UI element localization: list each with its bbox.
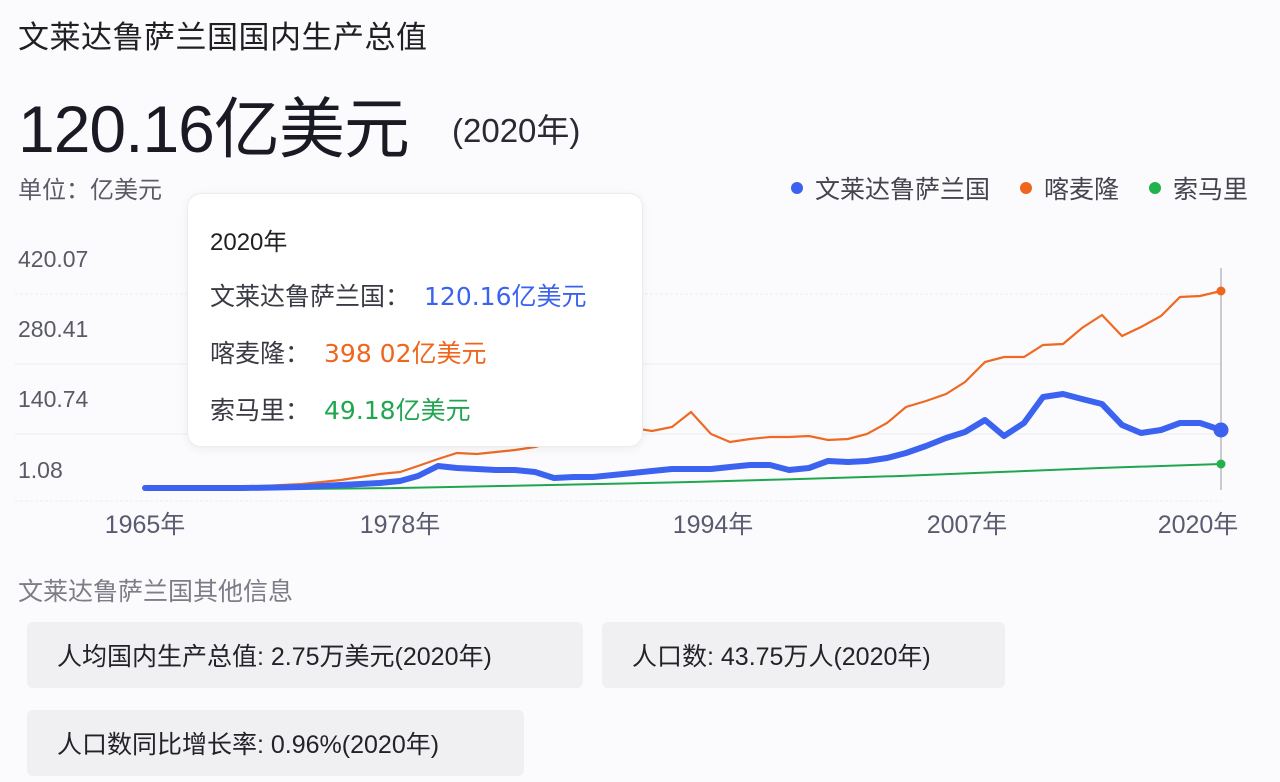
legend-item-cameroon[interactable]: 喀麦隆 — [1019, 170, 1119, 206]
page-title: 文莱达鲁萨兰国国内生产总值 — [18, 20, 428, 56]
tooltip-year: 2020年 — [210, 229, 288, 256]
y-tick-label: 420.07 — [18, 246, 89, 272]
tooltip-row-brunei: 文莱达鲁萨兰国： 120.16亿美元 — [210, 277, 620, 313]
gdp-year: (2020年) — [452, 112, 581, 149]
series-brunei-line — [142, 391, 1224, 491]
chart-legend: 文莱达鲁萨兰国 喀麦隆 索马里 — [790, 170, 1248, 206]
unit-label: 单位：亿美元 — [18, 176, 162, 204]
x-tick-label: 2020年 — [1157, 511, 1239, 539]
highlight-point-brunei — [1213, 422, 1229, 438]
info-card-text: 人口数同比增长率: 0.96%(2020年) — [57, 731, 440, 759]
tooltip-value: 120.16亿美元 — [424, 282, 587, 311]
tooltip-key: 索马里： — [210, 396, 311, 425]
other-info-title: 文莱达鲁萨兰国其他信息 — [18, 577, 294, 606]
y-tick-label: 280.41 — [18, 316, 89, 342]
legend-label: 喀麦隆 — [1043, 175, 1119, 204]
info-card-population-growth[interactable]: 人口数同比增长率: 0.96%(2020年) — [27, 710, 524, 776]
info-card-population[interactable]: 人口数: 43.75万人(2020年) — [602, 622, 1005, 688]
legend-label: 文莱达鲁萨兰国 — [814, 175, 990, 204]
legend-item-brunei[interactable]: 文莱达鲁萨兰国 — [790, 170, 990, 206]
highlight-point-somalia — [1216, 459, 1226, 469]
series-somalia-line — [145, 463, 1222, 490]
info-card-text: 人均国内生产总值: 2.75万美元(2020年) — [57, 643, 492, 671]
info-card-text: 人口数: 43.75万人(2020年) — [632, 643, 931, 671]
legend-item-somalia[interactable]: 索马里 — [1148, 170, 1248, 206]
gdp-value: 120.16亿美元 — [18, 92, 410, 166]
legend-dot-icon — [1148, 182, 1161, 194]
tooltip-value: 398 02亿美元 — [324, 339, 487, 368]
legend-label: 索马里 — [1172, 175, 1248, 204]
tooltip-key: 喀麦隆： — [210, 339, 311, 368]
x-tick-label: 1978年 — [359, 511, 441, 539]
x-tick-label: 1965年 — [104, 511, 186, 539]
highlight-point-cameroon — [1216, 286, 1226, 296]
tooltip-key: 文莱达鲁萨兰国： — [210, 282, 411, 311]
legend-dot-icon — [790, 182, 803, 194]
legend-dot-icon — [1019, 182, 1032, 194]
y-tick-label: 140.74 — [18, 386, 89, 412]
chart-tooltip: 2020年 文莱达鲁萨兰国： 120.16亿美元 喀麦隆： 398 02亿美元 … — [187, 193, 643, 447]
y-tick-label: 1.08 — [18, 457, 63, 483]
tooltip-row-somalia: 索马里： 49.18亿美元 — [210, 391, 620, 427]
series-cameroon-line — [144, 289, 1222, 490]
info-card-gdp-per-capita[interactable]: 人均国内生产总值: 2.75万美元(2020年) — [27, 622, 583, 688]
x-tick-label: 1994年 — [672, 511, 754, 539]
tooltip-row-cameroon: 喀麦隆： 398 02亿美元 — [210, 334, 620, 370]
tooltip-value: 49.18亿美元 — [324, 396, 471, 425]
x-tick-label: 2007年 — [926, 511, 1008, 539]
